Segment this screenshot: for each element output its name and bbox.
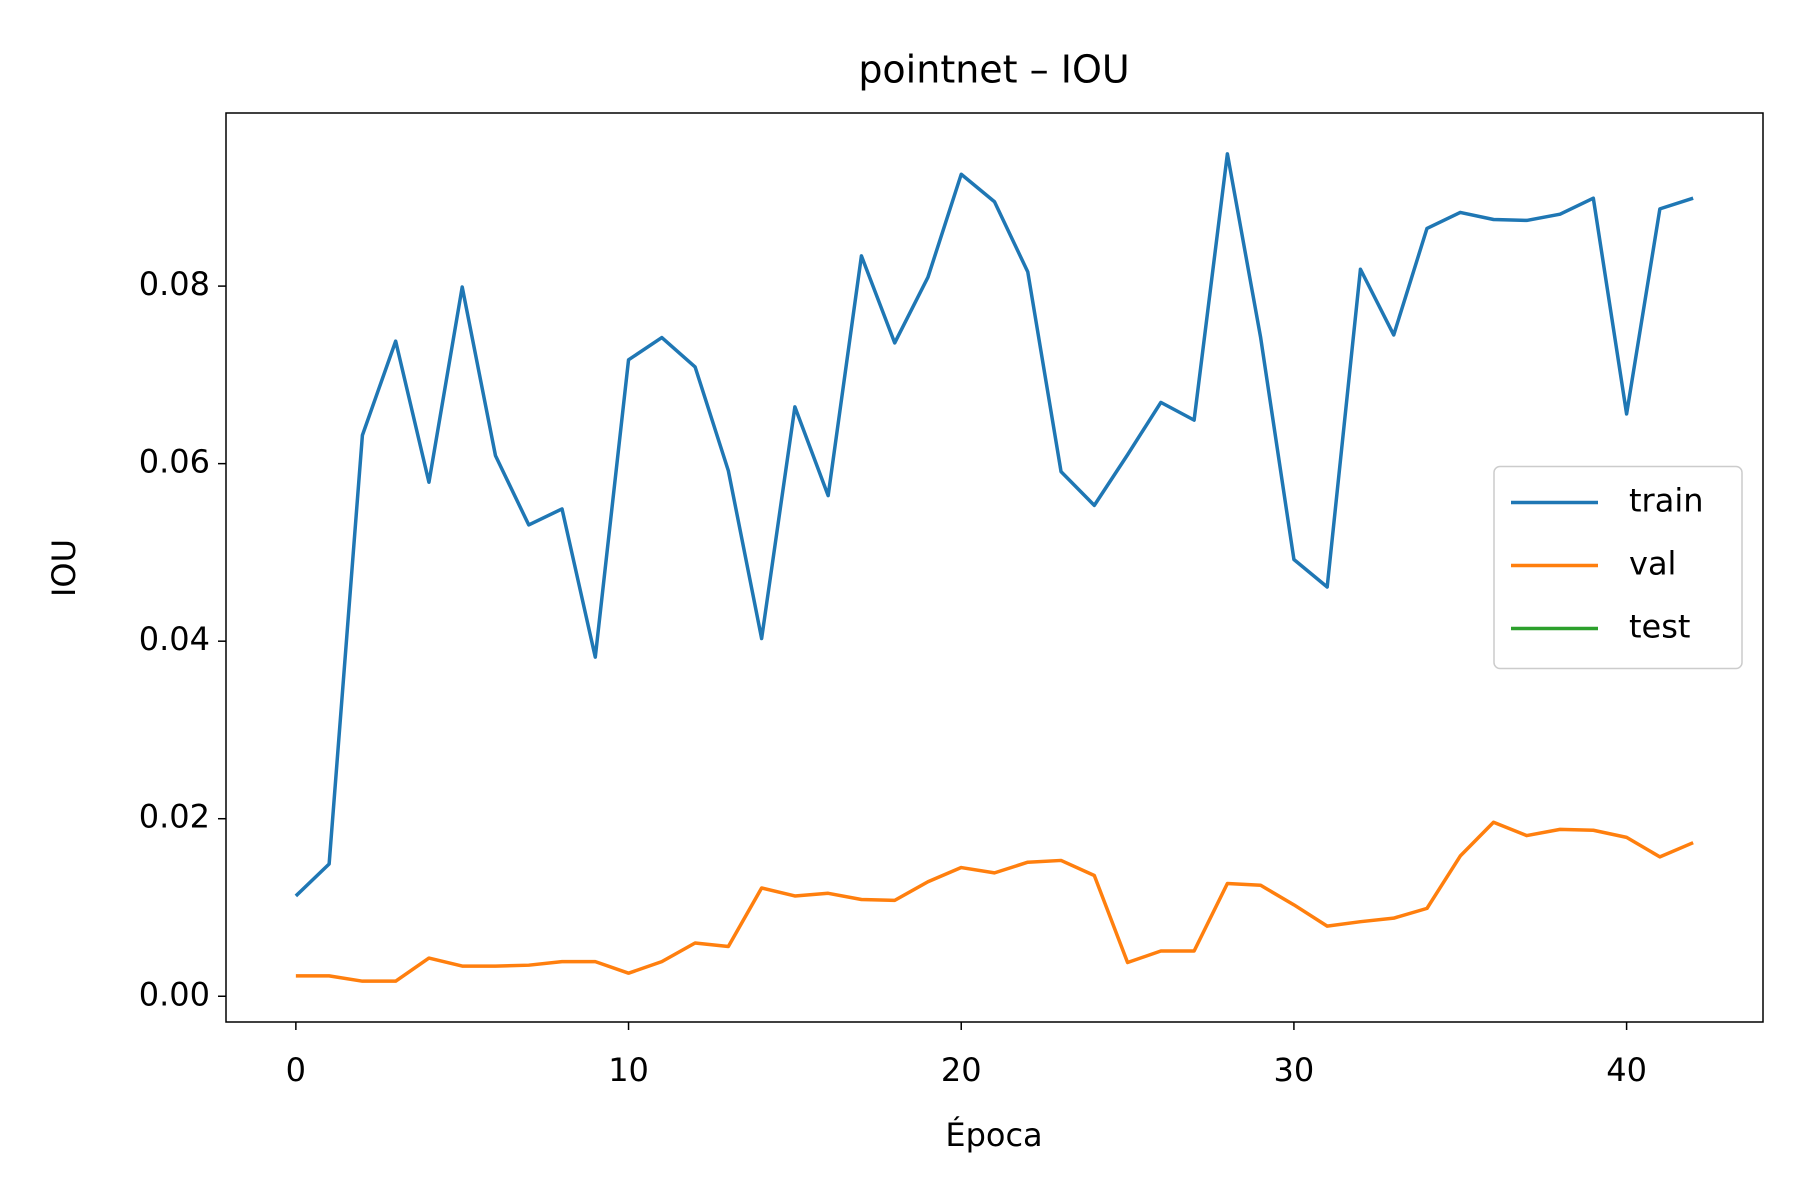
y-axis-label: IOU: [45, 539, 83, 597]
y-tick-label: 0.02: [139, 798, 210, 836]
legend-label: train: [1629, 482, 1703, 520]
y-tick-label: 0.06: [139, 443, 210, 481]
y-tick-label: 0.08: [139, 265, 210, 303]
y-tick-label: 0.00: [139, 975, 210, 1013]
x-axis-label: Época: [945, 1116, 1042, 1154]
chart-title: pointnet – IOU: [858, 48, 1129, 92]
plot-frame: [225, 112, 1764, 1023]
series-line: [295, 820, 1694, 983]
series-line: [294, 152, 1694, 898]
x-tick-label: 0: [286, 1051, 306, 1089]
x-tick-label: 20: [941, 1051, 982, 1089]
legend-label: test: [1629, 608, 1690, 646]
legend-label: val: [1629, 545, 1676, 583]
legend-box: [1493, 465, 1743, 670]
x-tick-label: 10: [608, 1051, 649, 1089]
y-tick-label: 0.04: [139, 620, 210, 658]
x-tick-label: 30: [1274, 1051, 1315, 1089]
x-tick-label: 40: [1606, 1051, 1647, 1089]
